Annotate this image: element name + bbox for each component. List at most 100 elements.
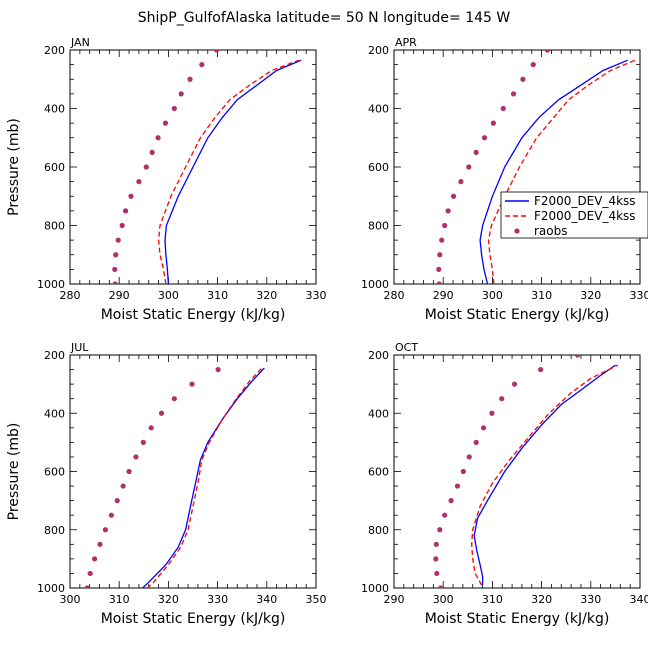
series-line-solid-oct: [473, 364, 616, 586]
y-tick-label: 600: [368, 161, 389, 174]
raobs-point: [120, 483, 126, 489]
raobs-point: [214, 50, 220, 53]
raobs-point: [445, 208, 451, 214]
x-tick-label: 340: [630, 593, 648, 606]
x-tick-label: 290: [433, 289, 454, 302]
raobs-point: [458, 179, 464, 185]
y-tick-label: 200: [44, 44, 65, 57]
raobs-point: [148, 425, 154, 431]
raobs-point: [434, 570, 440, 577]
y-tick-label: 800: [44, 524, 65, 537]
raobs-point: [433, 541, 439, 547]
raobs-point: [437, 252, 443, 258]
raobs-point: [140, 439, 146, 445]
x-axis-title-jan: Moist Static Energy (kJ/kg): [101, 307, 286, 323]
raobs-point: [187, 76, 193, 82]
raobs-point: [126, 468, 132, 475]
x-tick-label: 300: [60, 593, 81, 606]
raobs-point: [437, 527, 443, 533]
x-axis-title-jul: Moist Static Energy (kJ/kg): [101, 611, 286, 627]
y-tick-label: 800: [368, 524, 389, 537]
y-tick-label: 800: [368, 220, 389, 233]
raobs-point: [544, 50, 551, 53]
x-tick-label: 320: [256, 289, 277, 302]
series-line-solid-jul: [141, 367, 265, 588]
x-tick-label: 320: [531, 593, 552, 606]
raobs-point: [136, 179, 142, 185]
raobs-point: [133, 454, 139, 460]
raobs-point: [466, 164, 472, 170]
series-line-solid-apr: [479, 59, 628, 284]
panel-label-oct: OCT: [395, 341, 418, 354]
x-tick-label: 340: [256, 593, 277, 606]
raobs-point: [466, 454, 472, 460]
series-line-dashed-jan: [157, 59, 300, 284]
x-axis-title-oct: Moist Static Energy (kJ/kg): [425, 611, 610, 627]
raobs-point: [454, 483, 461, 489]
y-tick-label: 600: [368, 466, 389, 479]
x-axis-title-apr: Moist Static Energy (kJ/kg): [425, 307, 610, 323]
raobs-point: [436, 281, 442, 284]
raobs-point: [215, 366, 221, 373]
series-line-solid-jan: [164, 59, 302, 284]
raobs-point: [178, 91, 184, 97]
raobs-point: [530, 62, 536, 68]
raobs-point: [489, 410, 495, 416]
raobs-point: [481, 135, 488, 141]
raobs-point: [171, 396, 177, 402]
panel-label-jan: JAN: [70, 36, 90, 49]
series-group-apr: [436, 50, 636, 284]
raobs-point: [119, 222, 125, 229]
x-tick-label: 330: [207, 593, 228, 606]
raobs-point: [199, 62, 205, 68]
raobs-point: [433, 556, 439, 562]
raobs-point: [158, 410, 165, 416]
panels: JAN 280 290 300 310 320 330 200 400 600 800 1000 Moi…: [6, 36, 648, 627]
x-tick-label: 290: [109, 289, 130, 302]
y-tick-label: 1000: [37, 582, 65, 595]
y-tick-label: 1000: [361, 582, 389, 595]
raobs-point: [473, 439, 479, 445]
legend-box: [500, 191, 648, 239]
raobs-point: [480, 425, 487, 431]
raobs-point: [500, 105, 506, 112]
raobs-point: [122, 208, 129, 214]
panel-jan: JAN 280 290 300 310 320 330 200 400 600 800 1000 Moi…: [6, 36, 327, 323]
y-axis-title-jul: Pressure (mb): [6, 423, 22, 521]
x-tick-label: 300: [433, 593, 454, 606]
y-tick-label: 400: [44, 407, 65, 420]
x-tick-label: 330: [306, 289, 327, 302]
panel-jul: JUL 300 310 320 330 340 350 200 400 600 800 1000 Moi…: [6, 341, 327, 627]
raobs-point: [171, 105, 177, 112]
y-tick-label: 400: [368, 407, 389, 420]
raobs-point: [574, 355, 581, 358]
y-tick-label: 800: [44, 220, 65, 233]
raobs-point: [143, 164, 149, 170]
raobs-point: [499, 396, 505, 402]
raobs-point: [436, 266, 442, 272]
raobs-point: [97, 541, 103, 547]
series-group-jul: [84, 366, 265, 588]
raobs-point: [115, 237, 121, 243]
y-tick-label: 600: [44, 466, 65, 479]
series-group-oct: [433, 355, 619, 588]
raobs-point: [87, 570, 93, 577]
series-line-dashed-apr: [487, 59, 636, 284]
raobs-point: [112, 281, 118, 284]
x-tick-label: 300: [158, 289, 179, 302]
legend: F2000_DEV_4kss F2000_DEV_4kss raobs: [500, 191, 648, 239]
panel-label-apr: APR: [395, 36, 417, 49]
x-tick-label: 330: [580, 593, 601, 606]
raobs-point: [473, 149, 479, 155]
y-tick-label: 200: [368, 349, 389, 362]
x-tick-label: 300: [482, 289, 503, 302]
raobs-point: [490, 120, 496, 126]
y-tick-label: 200: [368, 44, 389, 57]
raobs-point: [189, 381, 195, 387]
x-tick-label: 350: [306, 593, 327, 606]
raobs-point: [538, 366, 544, 373]
y-tick-label: 400: [44, 103, 65, 116]
figure-title: ShipP_GulfofAlaska latitude= 50 N longit…: [138, 10, 511, 26]
y-tick-label: 400: [368, 103, 389, 116]
